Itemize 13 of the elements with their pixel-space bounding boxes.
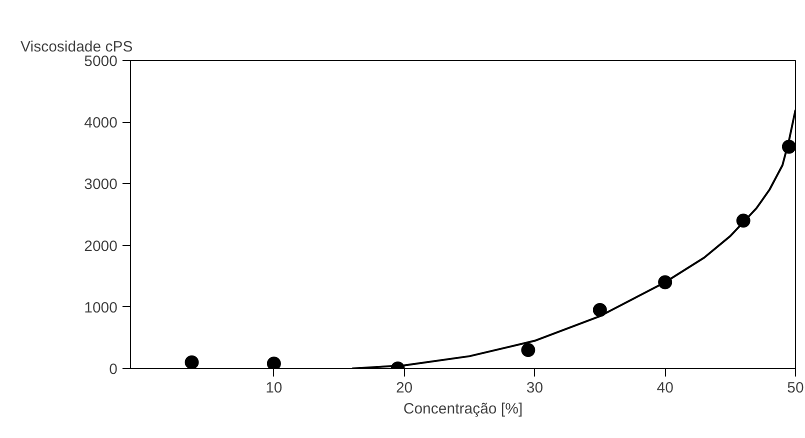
x-tick-label: 40 [656,380,674,396]
x-tick-label: 50 [787,380,804,396]
x-axis-title: Concentração [%] [403,400,523,418]
y-tick-label: 4000 [84,114,118,132]
y-axis-title: Viscosidade cPS [20,38,133,56]
y-tick-label: 5000 [84,53,118,70]
x-tick-label: 20 [396,380,413,396]
y-tick-label: 1000 [84,299,118,316]
x-tick-label: 30 [526,380,544,396]
y-tick-label: 0 [109,361,118,378]
x-tick-label: 10 [266,380,282,396]
y-tick-label: 2000 [84,238,118,255]
y-tick-label: 3000 [84,176,118,194]
